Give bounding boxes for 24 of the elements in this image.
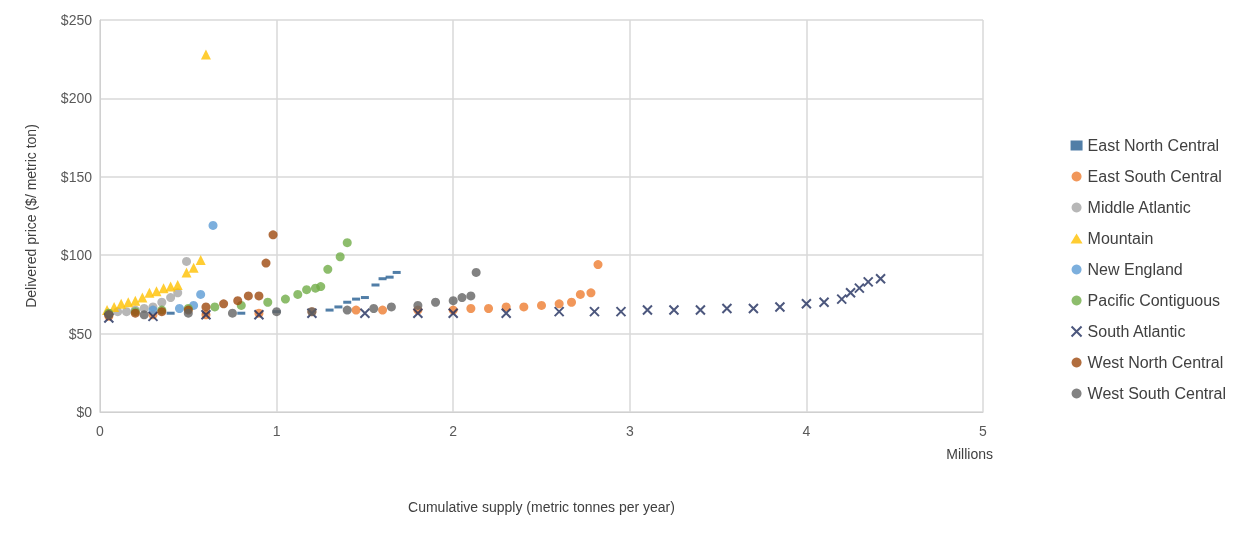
x-axis-title: Cumulative supply (metric tonnes per year): [408, 499, 675, 515]
text: Millions: [946, 446, 994, 462]
x-tick-label: 1: [272, 423, 281, 439]
y-tick-label: $250: [60, 12, 93, 28]
x-tick-label: 2: [449, 423, 458, 439]
y-tick-label: $50: [68, 325, 93, 342]
legend-label: West North Central: [1087, 354, 1224, 371]
y-axis-title: Delivered price ($/ metric ton): [23, 124, 39, 308]
legend-label: East South Central: [1087, 168, 1222, 185]
x-tick-label: 4: [802, 423, 811, 439]
legend-label: West South Central: [1087, 385, 1226, 402]
x-tick-label: 5: [979, 423, 988, 439]
y-tick-label: $0: [76, 404, 93, 420]
legend-label: Mountain: [1087, 230, 1154, 247]
legend-label: South Atlantic: [1087, 323, 1186, 340]
legend-label: Pacific Contiguous: [1087, 292, 1221, 309]
y-tick-label: $100: [60, 247, 93, 264]
legend-label: Middle Atlantic: [1087, 199, 1191, 216]
legend-label: New England: [1087, 261, 1183, 278]
x-tick-label: 3: [625, 423, 634, 439]
y-tick-label: $150: [60, 168, 93, 185]
legend-label: East North Central: [1087, 137, 1220, 154]
y-tick-label: $200: [60, 90, 93, 107]
x-tick-label: 0: [96, 423, 105, 439]
